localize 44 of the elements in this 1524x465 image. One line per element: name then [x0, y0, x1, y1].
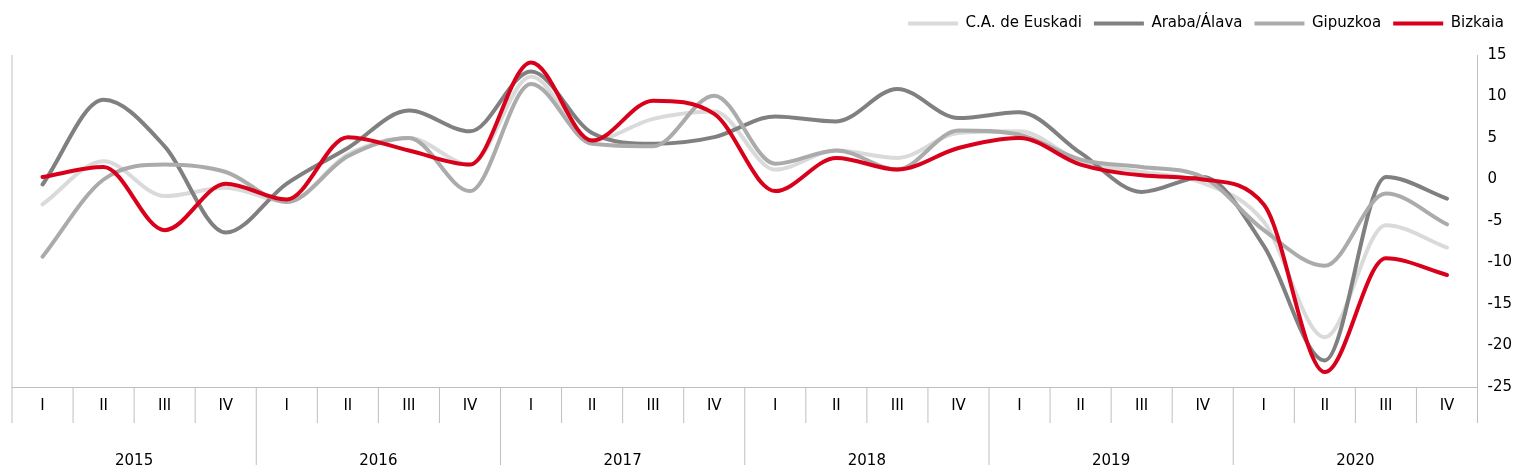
text: 2015: [115, 450, 154, 465]
legend-label: Gipuzkoa: [1311, 13, 1382, 32]
text: 2019: [1092, 450, 1131, 465]
x-tick-label: II: [1320, 395, 1330, 414]
x-tick-label: III: [1135, 395, 1149, 414]
x-tick-label: I: [284, 395, 289, 414]
y-tick-label: -15: [1487, 293, 1512, 312]
text: 2020: [1336, 450, 1375, 465]
x-tick-label: III: [646, 395, 660, 414]
x-tick-label: III: [890, 395, 905, 414]
x-tick-label: IV: [706, 395, 723, 414]
y-tick-label: 15: [1487, 44, 1507, 63]
x-tick-label: II: [99, 395, 109, 414]
x-tick-label: II: [831, 395, 841, 414]
y-tick-label: -5: [1487, 210, 1503, 229]
text: 2017: [603, 450, 642, 465]
x-tick-label: IV: [218, 395, 234, 414]
x-tick-label: IV: [462, 395, 479, 414]
x-tick-label: I: [40, 395, 45, 414]
y-tick-label: -20: [1487, 335, 1512, 354]
x-tick-label: I: [528, 395, 534, 414]
y-tick-label: -25: [1487, 376, 1512, 395]
x-tick-label: III: [1379, 395, 1393, 414]
x-tick-label: II: [587, 395, 597, 414]
x-tick-label: I: [773, 395, 778, 414]
y-tick-label: 10: [1487, 86, 1507, 105]
x-tick-label: IV: [1439, 395, 1456, 414]
legend-label: C.A. de Euskadi: [965, 13, 1082, 32]
x-tick-label: II: [1076, 395, 1086, 414]
y-tick-label: 0: [1487, 169, 1498, 188]
x-tick-label: III: [402, 395, 416, 414]
y-tick-label: 5: [1487, 127, 1498, 146]
x-tick-label: I: [1261, 395, 1266, 414]
text: 2016: [359, 450, 398, 465]
text: 2018: [847, 450, 886, 465]
legend-label: Araba/Álava: [1151, 12, 1243, 32]
line-series: [40, 82, 1449, 268]
legend-label: Bizkaia: [1450, 13, 1505, 32]
x-tick-label: III: [158, 395, 172, 414]
x-tick-label: II: [343, 395, 353, 414]
x-tick-label: IV: [1195, 395, 1211, 414]
x-tick-label: IV: [951, 395, 967, 414]
y-tick-label: -10: [1487, 252, 1512, 271]
x-tick-label: I: [1017, 395, 1022, 414]
